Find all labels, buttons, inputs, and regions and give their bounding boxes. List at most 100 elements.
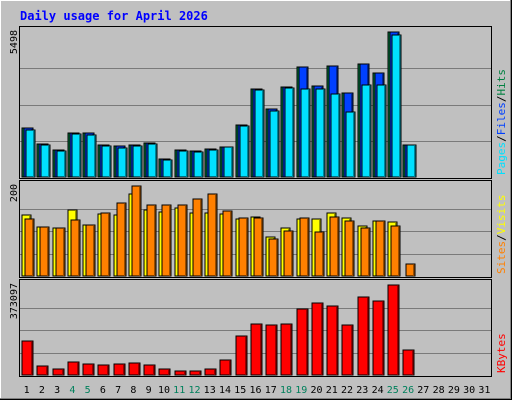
bar-shade bbox=[246, 219, 248, 276]
bar-pages-day-26 bbox=[406, 144, 417, 178]
bar-body bbox=[406, 144, 417, 178]
day-label: 6 bbox=[100, 385, 106, 396]
panel-legend: Pages/Files/Hits bbox=[495, 69, 508, 175]
bar-shade bbox=[214, 370, 216, 375]
bar-body bbox=[52, 368, 65, 376]
bar-kbytes-day-8 bbox=[128, 362, 141, 376]
bar-sites-day-23 bbox=[360, 227, 371, 277]
bar-pages-day-17 bbox=[269, 110, 280, 178]
bar-shade bbox=[78, 221, 80, 276]
bar-shade bbox=[124, 204, 126, 276]
bar-kbytes-day-9 bbox=[143, 364, 156, 376]
bar-body bbox=[101, 145, 112, 178]
bar-body bbox=[314, 231, 325, 277]
bar-body bbox=[250, 323, 263, 376]
bar-pages-day-22 bbox=[345, 111, 356, 178]
bar-shade bbox=[245, 337, 247, 375]
bar-shade bbox=[290, 325, 292, 375]
bar-body bbox=[315, 88, 326, 178]
bar-shade bbox=[32, 220, 34, 276]
bar-shade bbox=[108, 214, 110, 276]
bar-shade bbox=[79, 135, 81, 177]
bar-shade bbox=[338, 95, 340, 177]
bar-shade bbox=[260, 325, 262, 375]
bar-sites-day-19 bbox=[299, 217, 310, 277]
bar-body bbox=[204, 368, 217, 376]
bar-body bbox=[131, 185, 142, 277]
bar-shade bbox=[169, 206, 171, 276]
panel-legend: Sites/Visits bbox=[495, 195, 508, 275]
day-label: 4 bbox=[69, 385, 75, 396]
bar-body bbox=[162, 159, 173, 178]
bar-body bbox=[56, 150, 67, 178]
bar-kbytes-day-14 bbox=[219, 359, 232, 376]
day-label: 15 bbox=[234, 385, 246, 396]
bar-body bbox=[345, 111, 356, 178]
bar-body bbox=[193, 151, 204, 178]
bar-shade bbox=[77, 363, 79, 375]
bar-shade bbox=[154, 206, 156, 276]
day-label: 13 bbox=[204, 385, 216, 396]
bar-shade bbox=[185, 206, 187, 276]
bar-shade bbox=[292, 89, 294, 177]
legend-item: Sites bbox=[495, 241, 508, 274]
bar-shade bbox=[48, 146, 50, 177]
bar-shade bbox=[229, 361, 231, 375]
bar-shade bbox=[62, 370, 64, 375]
day-label: 16 bbox=[249, 385, 261, 396]
bar-body bbox=[361, 84, 372, 178]
bar-body bbox=[158, 368, 171, 376]
bar-body bbox=[82, 363, 95, 376]
bar-kbytes-day-4 bbox=[67, 361, 80, 376]
bar-body bbox=[219, 359, 232, 376]
bar-kbytes-day-13 bbox=[204, 368, 217, 376]
bar-body bbox=[391, 34, 402, 178]
bar-sites-day-17 bbox=[268, 238, 279, 277]
panel-middle: 200 Sites/Visits bbox=[9, 180, 508, 278]
bar-body bbox=[375, 220, 386, 277]
bar-sites-day-15 bbox=[238, 217, 249, 277]
bar-body bbox=[300, 88, 311, 178]
bar-body bbox=[132, 145, 143, 178]
bar-kbytes-day-24 bbox=[372, 300, 385, 376]
bar-pages-day-24 bbox=[376, 84, 387, 178]
bar-shade bbox=[168, 370, 170, 375]
bar-shade bbox=[275, 326, 277, 375]
bar-body bbox=[97, 364, 110, 376]
bar-kbytes-day-23 bbox=[357, 296, 370, 376]
bar-shade bbox=[231, 148, 233, 177]
bar-body bbox=[330, 93, 341, 178]
bar-shade bbox=[123, 365, 125, 375]
bar-sites-day-1 bbox=[24, 218, 35, 277]
day-label: 17 bbox=[265, 385, 277, 396]
legend-item: KBytes bbox=[495, 333, 508, 373]
bar-shade bbox=[200, 200, 202, 276]
bar-pages-day-21 bbox=[330, 93, 341, 178]
bar-pages-day-12 bbox=[193, 151, 204, 178]
bar-pages-day-5 bbox=[86, 134, 97, 178]
bar-sites-day-18 bbox=[283, 230, 294, 277]
day-label: 14 bbox=[219, 385, 231, 396]
bar-kbytes-day-1 bbox=[21, 340, 34, 376]
day-label: 1 bbox=[24, 385, 30, 396]
bar-shade bbox=[46, 367, 48, 375]
bar-shade bbox=[33, 131, 35, 177]
bar-kbytes-day-26 bbox=[402, 349, 415, 376]
bar-sites-day-4 bbox=[70, 219, 81, 277]
bar-body bbox=[40, 144, 51, 178]
bar-shade bbox=[92, 365, 94, 375]
legend-item: / bbox=[495, 135, 508, 142]
day-label: 22 bbox=[341, 385, 353, 396]
bar-kbytes-day-11 bbox=[174, 370, 187, 376]
bar-body bbox=[372, 300, 385, 376]
bar-body bbox=[283, 230, 294, 277]
bar-shade bbox=[383, 222, 385, 276]
day-label: 21 bbox=[326, 385, 338, 396]
bar-shade bbox=[367, 298, 369, 375]
bar-shade bbox=[186, 152, 188, 177]
bar-sites-day-7 bbox=[116, 202, 127, 277]
bar-shade bbox=[201, 153, 203, 177]
bar-pages-day-19 bbox=[300, 88, 311, 178]
bar-kbytes-day-25 bbox=[387, 284, 400, 376]
bar-body bbox=[253, 217, 264, 277]
